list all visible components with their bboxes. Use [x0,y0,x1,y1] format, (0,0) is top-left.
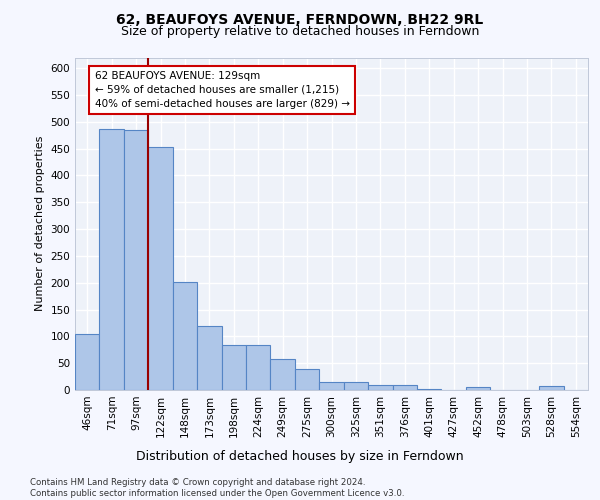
Text: 62, BEAUFOYS AVENUE, FERNDOWN, BH22 9RL: 62, BEAUFOYS AVENUE, FERNDOWN, BH22 9RL [116,12,484,26]
Text: Distribution of detached houses by size in Ferndown: Distribution of detached houses by size … [136,450,464,463]
Bar [221,346,246,390]
Bar [539,386,563,390]
Text: Size of property relative to detached houses in Ferndown: Size of property relative to detached ho… [121,25,479,38]
Bar [173,282,197,390]
Bar [100,129,124,390]
Text: 62 BEAUFOYS AVENUE: 129sqm
← 59% of detached houses are smaller (1,215)
40% of s: 62 BEAUFOYS AVENUE: 129sqm ← 59% of deta… [95,71,350,109]
Bar [466,387,490,390]
Bar [271,360,295,390]
Bar [75,334,100,390]
Bar [344,382,368,390]
Text: Contains HM Land Registry data © Crown copyright and database right 2024.
Contai: Contains HM Land Registry data © Crown c… [30,478,404,498]
Bar [197,326,221,390]
Bar [148,146,173,390]
Bar [124,130,148,390]
Y-axis label: Number of detached properties: Number of detached properties [35,136,45,312]
Bar [319,382,344,390]
Bar [295,368,319,390]
Bar [368,384,392,390]
Bar [246,346,271,390]
Bar [392,384,417,390]
